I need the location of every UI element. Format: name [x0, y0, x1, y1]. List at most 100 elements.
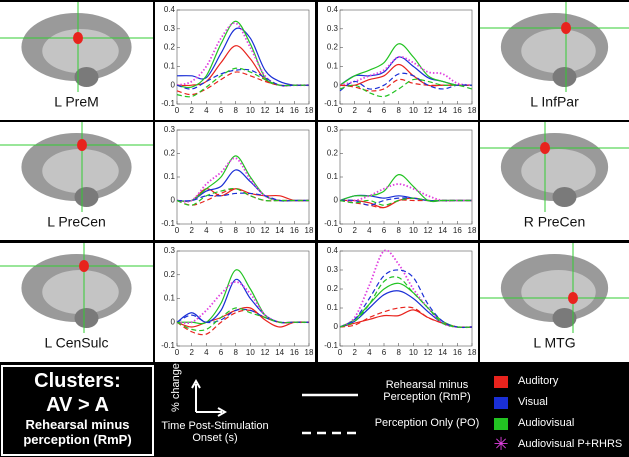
x-tick-label: 2: [352, 348, 357, 357]
x-tick-label: 6: [382, 226, 387, 235]
y-tick-label: 0: [171, 196, 176, 205]
series-line: [339, 55, 473, 87]
x-tick-label: 18: [305, 226, 314, 235]
x-tick-label: 10: [409, 226, 418, 235]
y-tick-label: 0.4: [327, 246, 339, 255]
legend-label: Audiovisual P+RHRS: [518, 438, 623, 450]
plot-frame: [339, 250, 473, 347]
cluster-box: [1, 365, 154, 456]
legend-line-label: Perception Only (PO): [374, 417, 480, 429]
x-tick-label: 12: [261, 106, 270, 115]
x-tick-label: 8: [396, 348, 401, 357]
y-tick-label: 0.2: [164, 149, 176, 158]
x-axis-label: Time Post-Stimulation Onset (s): [161, 420, 269, 444]
x-tick-label: 0: [175, 106, 180, 115]
plot-frame: [339, 9, 473, 105]
y-tick-label: 0: [334, 322, 339, 331]
activation: [79, 260, 89, 272]
brain-image: [552, 67, 577, 87]
legend-swatch: [494, 376, 508, 388]
y-tick-label: -0.1: [324, 219, 338, 228]
series-line: [176, 188, 309, 206]
y-tick-label: 0: [334, 80, 339, 89]
y-tick-label: -0.1: [161, 341, 175, 350]
x-tick-label: 2: [189, 348, 194, 357]
region-label: R PreCen: [524, 214, 585, 230]
brain-image: [552, 308, 577, 328]
x-tick-label: 16: [453, 348, 462, 357]
x-tick-label: 4: [367, 348, 372, 357]
series-line: [339, 269, 473, 329]
x-tick-label: 18: [468, 348, 477, 357]
x-tick-label: 6: [219, 348, 224, 357]
x-tick-label: 6: [382, 106, 387, 115]
x-tick-label: 16: [290, 106, 299, 115]
series-line: [339, 43, 473, 87]
x-tick-label: 12: [261, 348, 270, 357]
x-tick-label: 8: [233, 106, 238, 115]
x-tick-label: 4: [367, 226, 372, 235]
x-tick-label: 18: [305, 106, 314, 115]
y-axis-label: % change: [170, 363, 182, 412]
series-line: [339, 78, 472, 92]
y-tick-label: 0.2: [164, 43, 176, 52]
y-tick-label: -0.1: [161, 219, 175, 228]
brain-image: [74, 67, 99, 87]
x-tick-label: 2: [352, 106, 357, 115]
activation: [540, 142, 550, 154]
clusters-title: Clusters:: [34, 370, 121, 392]
y-tick-label: 0.4: [164, 5, 176, 14]
x-tick-label: 6: [382, 348, 387, 357]
x-tick-label: 14: [438, 106, 447, 115]
x-tick-label: 14: [438, 348, 447, 357]
chart-panel: [155, 122, 315, 240]
y-tick-label: -0.1: [324, 99, 338, 108]
y-tick-label: 0.1: [327, 62, 339, 71]
y-tick-label: 0.1: [327, 172, 339, 181]
y-tick-label: 0.1: [164, 62, 176, 71]
x-tick-label: 14: [275, 226, 284, 235]
y-tick-label: 0.3: [164, 125, 176, 134]
brain-image: [42, 149, 119, 193]
brain-image: [552, 187, 577, 207]
x-tick-label: 18: [468, 106, 477, 115]
x-tick-label: 16: [453, 106, 462, 115]
chart-panel: [318, 243, 478, 362]
x-tick-label: 10: [246, 348, 255, 357]
x-tick-label: 16: [453, 226, 462, 235]
series-line: [339, 197, 472, 206]
x-tick-label: 16: [290, 348, 299, 357]
x-tick-label: 8: [233, 226, 238, 235]
legend-swatch: ✳: [493, 434, 508, 454]
y-tick-label: 0.2: [327, 149, 339, 158]
x-tick-label: 12: [424, 348, 433, 357]
x-tick-label: 0: [338, 226, 343, 235]
chart-panel: [155, 243, 315, 362]
series-line: [339, 276, 473, 328]
series-line: [176, 307, 309, 332]
activation: [73, 32, 83, 44]
x-tick-label: 2: [189, 106, 194, 115]
brain-image: [42, 29, 119, 73]
x-tick-label: 10: [246, 226, 255, 235]
y-tick-label: 0.2: [327, 43, 339, 52]
series-line: [176, 67, 309, 98]
x-tick-label: 18: [468, 226, 477, 235]
x-tick-label: 12: [261, 226, 270, 235]
x-tick-label: 10: [246, 106, 255, 115]
x-tick-label: 0: [175, 348, 180, 357]
x-tick-label: 14: [438, 226, 447, 235]
arrow-head: [191, 378, 228, 417]
series-line: [339, 197, 472, 206]
x-tick-label: 8: [396, 106, 401, 115]
x-tick-label: 4: [204, 226, 209, 235]
series-line: [339, 78, 473, 98]
y-tick-label: -0.1: [161, 99, 175, 108]
y-tick-label: 0.3: [327, 125, 339, 134]
y-tick-label: 0.1: [164, 294, 176, 303]
x-tick-label: 0: [338, 348, 343, 357]
x-tick-label: 8: [396, 226, 401, 235]
y-tick-label: 0: [171, 317, 176, 326]
x-tick-label: 10: [409, 348, 418, 357]
